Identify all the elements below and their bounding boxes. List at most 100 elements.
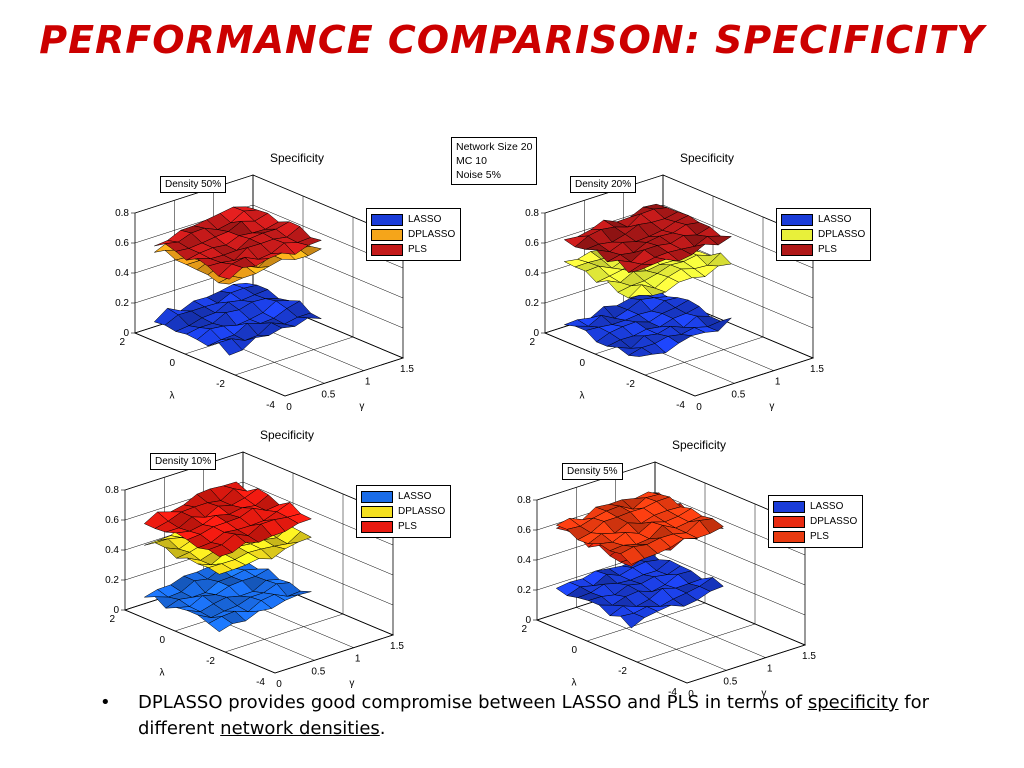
axis-gamma [284,357,404,397]
info-line: Network Size 20 [456,141,533,153]
gamma-tick-label: 1.5 [400,364,414,375]
legend-label: LASSO [818,214,852,225]
surface-patch [620,613,645,629]
z-tick-label: 0.4 [105,545,119,556]
legend-label: DPLASSO [810,516,858,527]
surface-patch [208,616,233,633]
surface-patch [218,338,243,356]
bullet-text: DPLASSO provides good compromise between… [138,690,958,742]
chart-title: Specificity [270,151,324,165]
legend-entry: PLS [371,242,455,257]
legend-label: DPLASSO [398,506,446,517]
legend-label: LASSO [398,491,432,502]
axis-gamma [686,644,806,684]
axis-gamma [694,357,814,397]
surface-patch [627,284,654,299]
surface-lasso [144,558,312,633]
gamma-tick-label: 1.5 [802,651,816,662]
bullet-text-part: . [379,718,386,739]
gamma-tick-label: 1 [767,664,773,675]
z-tick-label: 0.8 [105,485,119,496]
bullet-marker: • [100,692,111,713]
specificity-plot-density-5: 0 0.2 0.4 0.6 0.8 0 0.5 1 1.5 2 0 -2 -4 γ λ Specificity… [492,435,992,725]
legend-swatch [773,500,805,513]
lambda-tick-label: 2 [119,337,125,348]
legend: LASSO DPLASSO PLS [366,208,462,261]
lambda-tick-label: -4 [676,400,685,411]
legend-label: LASSO [408,214,442,225]
legend-swatch [781,243,813,256]
legend-entry: DPLASSO [773,514,857,529]
axis-lambda [544,332,696,397]
specificity-link[interactable]: specificity [807,692,899,713]
legend-label: PLS [408,244,427,255]
info-box: Network Size 20 MC 10 Noise 5% [451,137,538,185]
density-label: Density 5% [562,463,623,480]
specificity-plot-density-50: 0 0.2 0.4 0.6 0.8 0 0.5 1 1.5 2 0 -2 -4 γ λ Specificity… [90,148,590,438]
gamma-axis-label: γ [359,401,364,412]
surface-patch [628,263,653,273]
gamma-tick-label: 0 [696,402,702,413]
gamma-tick-label: 0.5 [321,389,335,400]
legend-swatch [361,520,393,533]
legend-entry: LASSO [781,212,865,227]
gamma-axis-label: γ [761,688,766,699]
z-tick-label: 0.6 [115,238,129,249]
lambda-axis-label: λ [170,391,175,402]
lambda-tick-label: -4 [668,687,677,698]
gamma-tick-label: 1 [355,654,361,665]
bullet-text-part: for different [138,692,930,739]
density-label: Density 10% [150,453,217,470]
gamma-tick-label: 0.5 [311,666,325,677]
z-tick-label: 0 [123,328,129,339]
legend-swatch [371,228,403,241]
surface-patch [620,546,645,565]
lambda-tick-label: 0 [159,635,165,646]
z-tick-label: 0.8 [525,208,539,219]
z-tick-label: 0.6 [525,238,539,249]
lambda-tick-label: 2 [521,624,527,635]
surface-pls [154,206,323,280]
legend-label: PLS [398,521,417,532]
legend-swatch [781,228,813,241]
z-tick-label: 0.4 [517,555,531,566]
axis-lambda [536,619,688,684]
legend-entry: LASSO [773,499,857,514]
legend-label: DPLASSO [408,229,456,240]
legend-swatch [361,490,393,503]
surface-pls [563,203,733,273]
legend-label: DPLASSO [818,229,866,240]
lambda-axis-label: λ [572,678,577,689]
network-densities-link[interactable]: network densities [220,718,380,739]
lambda-tick-label: 0 [579,358,585,369]
legend-swatch [361,505,393,518]
legend-label: PLS [818,244,837,255]
lambda-tick-label: 2 [109,614,115,625]
surface-lasso [153,282,322,356]
legend-entry: LASSO [361,489,445,504]
info-line: Noise 5% [456,169,501,181]
legend-entry: PLS [773,529,857,544]
legend-swatch [773,530,805,543]
chart-title: Specificity [260,428,314,442]
surface-patch [218,263,243,280]
lambda-tick-label: -4 [256,677,265,688]
lambda-tick-label: -2 [626,379,635,390]
gamma-axis-label: γ [349,678,354,689]
surface-patch [208,544,234,557]
grid-line-lambda [644,217,764,376]
chart-title: Specificity [680,151,734,165]
z-tick-label: 0.6 [517,525,531,536]
legend: LASSO DPLASSO PLS [768,495,864,548]
lambda-tick-label: -2 [206,656,215,667]
axis-lambda [134,332,286,397]
gamma-tick-label: 0 [286,402,292,413]
chart-title: Specificity [672,438,726,452]
grid-line-lambda [224,494,344,653]
z-tick-label: 0.2 [105,575,119,586]
lambda-tick-label: 0 [169,358,175,369]
legend-entry: DPLASSO [371,227,455,242]
z-tick-label: 0.4 [115,268,129,279]
legend-entry: PLS [361,519,445,534]
